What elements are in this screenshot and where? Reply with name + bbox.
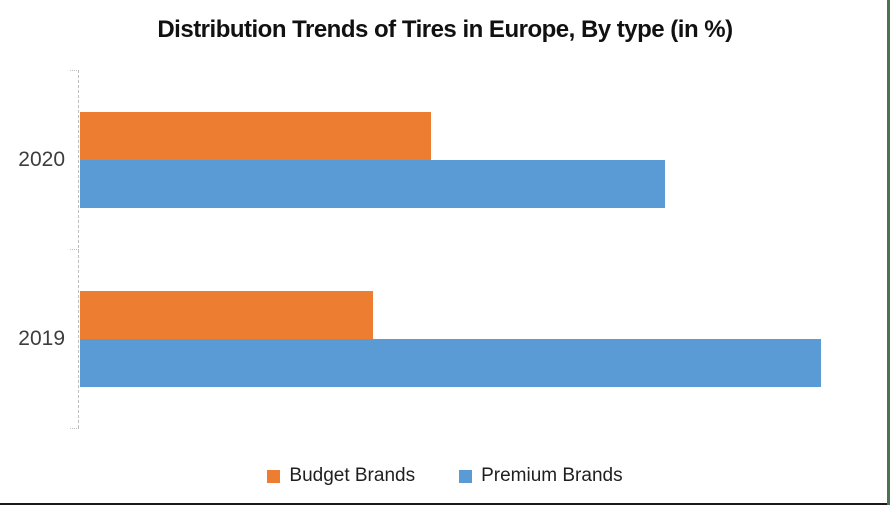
legend-label-premium-brands: Premium Brands (481, 465, 623, 486)
legend-item-budget-brands: Budget Brands (267, 465, 415, 487)
legend-swatch-budget-brands (267, 469, 281, 483)
chart-right-border (887, 0, 890, 505)
bar-premium-brands-2020 (80, 160, 665, 208)
legend-swatch-premium-brands (459, 469, 473, 483)
legend: Budget Brands Premium Brands (0, 465, 890, 487)
chart-bottom-border (0, 503, 890, 505)
bar-budget-brands-2019 (80, 291, 373, 339)
axis-tick (70, 428, 79, 429)
bar-premium-brands-2019 (80, 339, 821, 387)
axis-tick (70, 249, 79, 250)
legend-label-budget-brands: Budget Brands (289, 465, 416, 486)
category-label-2019: 2019 (18, 327, 65, 350)
axis-tick (70, 70, 79, 71)
bar-budget-brands-2020 (80, 112, 431, 160)
category-label-2020: 2020 (18, 148, 65, 171)
chart-title: Distribution Trends of Tires in Europe, … (157, 16, 733, 43)
legend-item-premium-brands: Premium Brands (459, 465, 623, 487)
